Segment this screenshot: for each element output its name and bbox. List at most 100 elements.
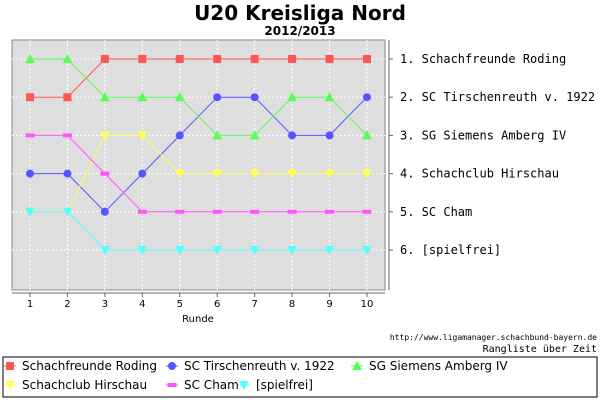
- data-point: [249, 246, 260, 256]
- data-point: [100, 55, 109, 63]
- data-point: [250, 55, 259, 63]
- legend-marker: [167, 383, 177, 387]
- data-point: [362, 93, 371, 102]
- data-point: [174, 169, 185, 179]
- source-url: http://www.ligamanager.schachbund-bayern…: [390, 333, 597, 342]
- data-point: [287, 246, 297, 256]
- data-point: [100, 246, 110, 256]
- data-point: [137, 209, 147, 214]
- legend-label: [spielfrei]: [256, 378, 313, 392]
- series-line: [30, 58, 368, 136]
- legend-label: SC Tirschenreuth v. 1922: [184, 359, 335, 373]
- data-point: [212, 130, 223, 140]
- data-point: [250, 93, 259, 102]
- series-group: [25, 53, 372, 140]
- x-tick-label: 8: [289, 299, 295, 310]
- plot-area: [11, 39, 386, 291]
- x-tick-label: 9: [326, 299, 332, 310]
- legend-marker: [352, 360, 362, 370]
- data-point: [250, 209, 260, 214]
- data-point: [287, 209, 297, 214]
- legend-box: [2, 356, 598, 398]
- series-layer: [25, 53, 372, 256]
- chart-subtitle: 2012/2013: [264, 24, 335, 38]
- data-point: [138, 169, 147, 178]
- data-point: [137, 246, 148, 256]
- data-point: [212, 169, 223, 179]
- data-point: [362, 169, 372, 179]
- data-point: [325, 131, 334, 140]
- x-tick-label: 1: [27, 299, 33, 310]
- data-point: [249, 169, 260, 179]
- data-point: [288, 55, 297, 63]
- x-axis-label: Runde: [182, 314, 214, 325]
- data-point: [26, 169, 34, 178]
- data-point: [25, 133, 35, 138]
- x-tick-label: 5: [177, 299, 183, 310]
- data-point: [324, 246, 335, 256]
- x-tick-label: 10: [361, 299, 374, 310]
- data-point: [62, 133, 72, 138]
- data-point: [175, 131, 184, 140]
- data-point: [25, 53, 35, 63]
- data-point: [100, 207, 109, 216]
- data-point: [287, 169, 297, 179]
- legend: Schachfreunde Roding SC Tirschenreuth v. …: [4, 359, 508, 392]
- caption: Rangliste über Zeit: [483, 344, 597, 355]
- series-line: [30, 211, 367, 251]
- chart-title: U20 Kreisliga Nord: [194, 1, 406, 25]
- data-point: [362, 130, 372, 140]
- data-point: [174, 92, 185, 102]
- data-point: [362, 209, 372, 214]
- data-point: [287, 92, 297, 102]
- data-point: [138, 55, 147, 63]
- data-point: [362, 55, 371, 63]
- data-point: [62, 207, 73, 217]
- data-point: [100, 92, 110, 102]
- x-tick-label: 3: [102, 299, 108, 310]
- legend-item: SC Tirschenreuth v. 1922: [166, 359, 335, 373]
- legend-marker: [239, 381, 249, 391]
- data-point: [249, 130, 260, 140]
- legend-label: Schachclub Hirschau: [22, 378, 147, 392]
- legend-item: SC Cham: [166, 378, 239, 392]
- legend-label: Schachfreunde Roding: [22, 359, 157, 373]
- data-point: [212, 246, 223, 256]
- data-point: [175, 55, 184, 63]
- legend-item: SG Siemens Amberg IV: [351, 359, 508, 373]
- data-point: [63, 169, 72, 178]
- data-point: [137, 92, 148, 102]
- legend-item: Schachclub Hirschau: [4, 378, 147, 392]
- legend-marker: [168, 362, 176, 370]
- series-line: [30, 134, 367, 213]
- legend-label: SC Cham: [184, 378, 239, 392]
- data-point: [324, 92, 335, 102]
- data-point: [325, 209, 335, 214]
- x-tick-label: 6: [214, 299, 220, 310]
- rank-label: 1. Schachfreunde Roding: [400, 52, 566, 66]
- legend-marker: [6, 362, 14, 370]
- data-point: [325, 55, 334, 63]
- rank-label: 6. [spielfrei]: [400, 243, 501, 257]
- legend-marker: [5, 381, 15, 391]
- data-point: [175, 209, 185, 214]
- data-point: [212, 209, 222, 214]
- data-point: [63, 93, 72, 102]
- data-point: [362, 246, 372, 256]
- data-point: [25, 207, 35, 217]
- data-point: [213, 55, 222, 63]
- rank-label: 5. SC Cham: [400, 205, 472, 219]
- series-group: [25, 133, 372, 214]
- legend-item: Schachfreunde Roding: [4, 359, 157, 373]
- x-axis-ticks: 1 2 3 4 5 6 7 8 9 10: [27, 293, 374, 310]
- legend-item: [spielfrei]: [238, 378, 313, 392]
- data-point: [100, 171, 110, 176]
- rank-label: 3. SG Siemens Amberg IV: [400, 128, 566, 142]
- data-point: [137, 131, 148, 141]
- data-point: [26, 93, 34, 102]
- series-line: [30, 134, 367, 213]
- data-point: [213, 93, 222, 102]
- x-tick-label: 2: [64, 299, 70, 310]
- x-tick-label: 4: [139, 299, 145, 310]
